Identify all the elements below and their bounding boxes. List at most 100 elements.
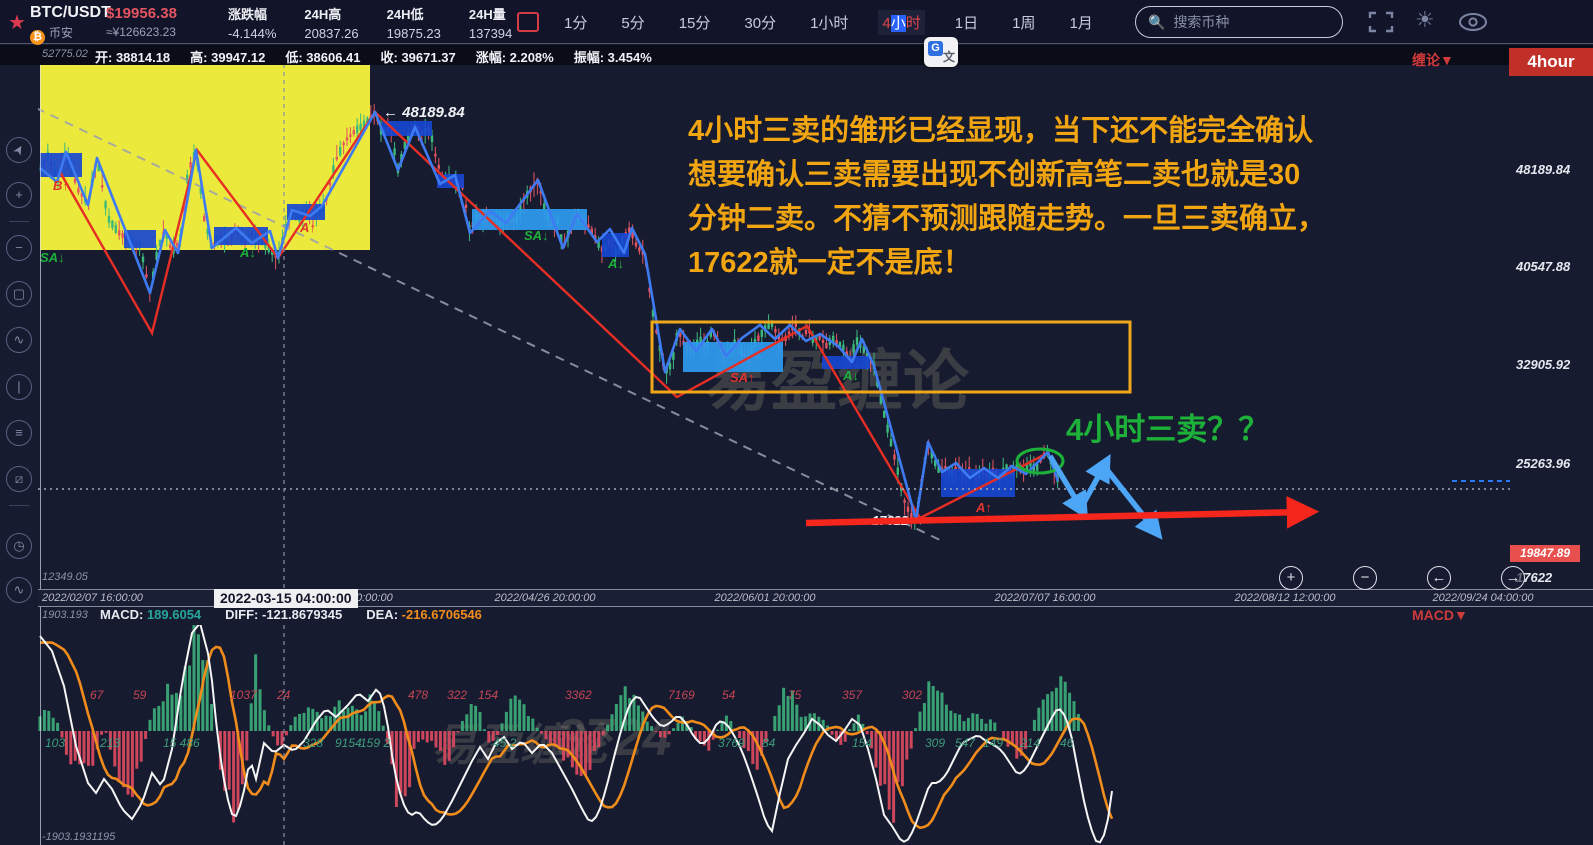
third-sell-note: 4小时三卖？？ [1066, 412, 1269, 447]
consolidation-box [124, 230, 156, 248]
add-icon[interactable]: + [6, 182, 32, 208]
zoom-out-button[interactable]: − [1353, 566, 1377, 590]
timeframe-tab-4小时[interactable]: 4小时 [878, 9, 925, 35]
trendline-tool-icon[interactable]: ∿ [6, 327, 32, 353]
vertical-line-tool-icon[interactable]: | [6, 374, 32, 400]
chan-label: A↓ [607, 256, 624, 271]
consolidation-box [287, 204, 325, 220]
ohlc-field: 低: 38606.41 [285, 50, 361, 65]
timeframe-tab-1小时[interactable]: 1小时 [810, 14, 849, 32]
date-axis-label: 2022/06/01 20:00:00 [714, 592, 816, 604]
macd-axis-top-value: 1903.193 [42, 609, 88, 621]
ruler-tool-icon[interactable]: ⧄ [6, 466, 32, 492]
stat-3: 24H量 137394 [469, 4, 512, 41]
projection-arrow-blue [1101, 464, 1163, 540]
macd-peak-value: 3362 [565, 688, 592, 702]
date-axis-label: 2022/09/24 04:00:00 [1432, 592, 1534, 604]
watchlist-eye-icon[interactable] [1458, 12, 1488, 32]
chan-label: SA↑ [730, 370, 755, 385]
search-icon: 🔍 [1148, 13, 1166, 30]
analysis-annotation-line: 想要确认三卖需要出现不创新高笔二卖也就是30 [688, 157, 1300, 191]
macd-peak-value: 154 [478, 688, 498, 702]
pan-left-button[interactable]: ← [1427, 566, 1451, 590]
fullscreen-icon[interactable] [1368, 10, 1394, 34]
macd-peak-value: 7169 [668, 688, 695, 702]
chart-style-button[interactable] [517, 12, 539, 32]
ohlc-field: 涨幅: 2.208% [475, 50, 554, 65]
exchange-name: 币安 [49, 26, 74, 40]
macd-header-item: DIFF: -121.8679345 [225, 607, 343, 622]
macd-histogram [38, 625, 1080, 823]
macd-peak-value: 357 [842, 688, 863, 702]
macd-peak-value: 302 [902, 688, 922, 702]
favorite-star-icon[interactable]: ★ [8, 12, 26, 34]
translate-icon[interactable]: G 文 [924, 37, 958, 67]
wave-tool-icon[interactable]: ∿ [6, 577, 32, 603]
highlight-ellipse [1015, 447, 1065, 475]
peak-price-label: ← 48189.84 [383, 104, 465, 121]
translate-wen-glyph: 文 [942, 50, 955, 64]
macd-values: MACD: 189.6054 DIFF: -121.8679345 DEA: -21… [100, 607, 482, 622]
diff-line [39, 625, 1113, 844]
remove-icon[interactable]: − [6, 235, 32, 261]
timeframe-tab-5分[interactable]: 5分 [621, 14, 645, 32]
price-axis-label: 40547.88 [1516, 259, 1571, 274]
date-axis-label: 2022/08/12 12:00:00 [1234, 592, 1336, 604]
toolbar-divider [9, 221, 29, 222]
stat-value: -4.144% [228, 26, 277, 41]
macd-trough-value: 149 [983, 736, 1003, 750]
macd-trough-value: 45 2 [493, 736, 517, 750]
macd-trough-value: 547 [955, 736, 976, 750]
macd-peak-value: 54 [722, 688, 736, 702]
macd-trough-value: 3769 [718, 736, 745, 750]
chan-label: SA↓ [524, 228, 549, 243]
timeframe-tab-1月[interactable]: 1月 [1069, 14, 1093, 32]
macd-trough-value: 84 [762, 736, 776, 750]
date-axis-label: 2022/04/26 20:00:00 [494, 592, 596, 604]
date-axis[interactable]: 2022/02/07 16:00:00 0:00:00 2022/04/26 20:… [0, 589, 1593, 608]
projection-arrow-blue [1047, 454, 1089, 520]
price-axis[interactable]: 19847.89 48189.84 40547.88 32905.92 25263.9… [1510, 64, 1593, 607]
bitcoin-icon: ₿ [30, 30, 45, 45]
timeframe-tab-1日[interactable]: 1日 [954, 14, 979, 32]
chart-bottom-axis-value: 12349.05 [42, 571, 88, 583]
macd-peak-value: 478 [408, 688, 428, 702]
alarm-icon[interactable]: ◷ [6, 533, 32, 559]
dea-line [40, 641, 1114, 830]
timeframe-tab-1分[interactable]: 1分 [564, 14, 588, 32]
cursor-icon[interactable]: ➤ [1, 132, 37, 168]
macd-indicator-dropdown[interactable]: MACD▼ [1412, 607, 1468, 623]
search-box[interactable]: 🔍 [1135, 6, 1343, 38]
toolbar-divider [9, 505, 29, 506]
orange-annotation-box[interactable] [650, 320, 1132, 394]
price-axis-label: 17622 [1516, 570, 1553, 585]
chan-label: A↑ [299, 220, 316, 235]
parallel-lines-tool-icon[interactable]: ≡ [6, 420, 32, 446]
chanlun-indicator-dropdown[interactable]: 缠论▼ [1412, 52, 1454, 68]
stat-value: 20837.26 [304, 26, 359, 41]
price-axis-label: 25263.96 [1516, 456, 1571, 471]
chan-label: B↑ [53, 178, 69, 193]
zoom-in-button[interactable]: + [1279, 566, 1303, 590]
analysis-annotation-line: 17622就一定不是底！ [688, 245, 972, 279]
projection-arrow-blue [1078, 453, 1111, 510]
support-arrow-red [805, 496, 1320, 529]
timeframe-tab-1周[interactable]: 1周 [1012, 14, 1036, 32]
rectangle-tool-icon[interactable]: ▢ [6, 281, 32, 307]
timeframe-tab-15分[interactable]: 15分 [678, 14, 711, 32]
ohlc-field: 开: 38814.18 [95, 50, 171, 65]
search-input[interactable] [1173, 14, 1324, 30]
pan-right-button[interactable]: → [1501, 566, 1525, 590]
stat-label: 涨跌幅 [228, 7, 268, 22]
dashed-trendline[interactable] [35, 107, 941, 541]
interval-badge[interactable]: 4hour [1509, 48, 1593, 76]
stat-1: 24H高 20837.26 [304, 4, 358, 41]
analysis-annotation-line: 4小时三卖的雏形已经显现，当下还不能完全确认 [688, 113, 1313, 147]
date-axis-label: 2022/02/07 16:00:00 [42, 592, 143, 604]
theme-toggle-icon[interactable]: ☀ [1415, 7, 1435, 32]
timeframe-tab-30分[interactable]: 30分 [744, 14, 777, 32]
